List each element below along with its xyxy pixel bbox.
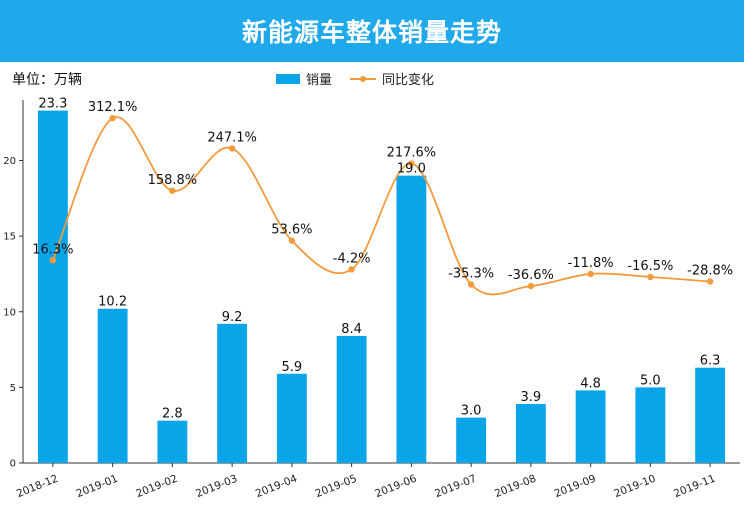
bar-value-label: 19.0 [397, 162, 426, 177]
x-tick-label: 2019-05 [314, 473, 359, 501]
yoy-value-label: 158.8% [148, 173, 198, 188]
bar-value-label: 6.3 [700, 354, 721, 369]
bar-2019-09 [575, 390, 606, 463]
bar-2019-11 [695, 367, 726, 463]
legend: 销量 同比变化 [276, 69, 452, 88]
legend-line-swatch [350, 75, 377, 82]
yoy-value-label: -16.5% [627, 259, 673, 274]
bar-value-label: 3.9 [521, 390, 542, 405]
yoy-point-2019-02 [169, 187, 176, 194]
bar-2019-06 [396, 175, 427, 463]
bar-2019-08 [515, 404, 546, 463]
yoy-point-2019-09 [587, 270, 594, 278]
bar-2019-01 [97, 308, 128, 463]
yoy-value-label: -36.6% [508, 268, 554, 283]
y-tick-label: 20 [3, 156, 16, 167]
yoy-point-2019-08 [527, 282, 535, 290]
yoy-value-label: -35.3% [448, 267, 494, 282]
sales-chart: 0 5 10 15 20 2018-12 2019-01 2019-02 2019-03 2019… [3, 97, 740, 501]
y-tick-label: 5 [10, 383, 16, 394]
yoy-point-2019-11 [706, 278, 714, 285]
yoy-value-label: 217.6% [387, 146, 437, 161]
x-tick-label: 2019-10 [612, 473, 657, 501]
yoy-point-2019-05 [348, 266, 355, 273]
bar-value-label: 9.2 [222, 310, 243, 325]
x-tick-label: 2019-04 [254, 473, 299, 501]
bar-value-label: 10.2 [98, 295, 127, 310]
unit-label: 单位：万辆 [12, 72, 82, 88]
legend-sales-label: 销量 [306, 73, 333, 88]
yoy-value-label: 312.1% [88, 100, 138, 115]
yoy-value-label: 53.6% [271, 223, 312, 238]
title-bar: 新能源车整体销量走势 [0, 0, 744, 62]
legend-item-yoy: 同比变化 [350, 69, 434, 88]
yoy-point-2019-04 [288, 237, 296, 244]
x-tick-label: 2019-03 [194, 473, 239, 501]
x-tick-label: 2019-02 [134, 473, 179, 501]
y-tick-label: 15 [3, 232, 16, 243]
bar-2019-07 [456, 417, 487, 463]
yoy-line [52, 116, 711, 296]
yoy-value-label: 16.3% [32, 242, 73, 257]
legend-yoy-label: 同比变化 [382, 73, 435, 88]
yoy-value-label: -11.8% [568, 256, 614, 271]
chart-title: 新能源车整体销量走势 [241, 18, 502, 47]
yoy-point-2019-07 [467, 281, 475, 288]
x-tick-label: 2019-08 [493, 473, 538, 501]
bar-value-label: 23.3 [38, 97, 67, 112]
yoy-value-label: -28.8% [687, 264, 733, 279]
bar-value-label: 3.0 [461, 404, 482, 419]
yoy-point-2018-12 [49, 257, 57, 264]
bar-value-label: 5.0 [640, 373, 661, 388]
bar-2019-05 [336, 335, 367, 463]
x-tick-label: 2019-11 [672, 473, 717, 501]
bar-value-label: 2.8 [162, 407, 183, 422]
bar-value-label: 4.8 [580, 376, 601, 391]
x-tick-label: 2019-01 [75, 473, 120, 501]
bar-2019-02 [157, 420, 188, 463]
yoy-value-label: -4.2% [333, 251, 371, 266]
x-tick-label: 2019-06 [373, 473, 418, 501]
y-tick-label: 10 [3, 307, 16, 318]
yoy-point-2019-10 [647, 273, 654, 281]
x-tick-label: 2019-07 [433, 473, 478, 501]
yoy-point-2019-03 [228, 145, 236, 152]
bar-2019-10 [635, 387, 666, 463]
bar-value-label: 8.4 [341, 322, 362, 337]
bar-value-label: 5.9 [282, 360, 303, 375]
yoy-point-2019-06 [408, 160, 415, 167]
bar-2018-12 [37, 110, 68, 464]
yoy-point-2019-01 [109, 114, 116, 122]
x-tick-label: 2019-09 [553, 473, 598, 501]
y-tick-label: 0 [10, 459, 16, 470]
bar-2019-04 [276, 373, 307, 463]
x-tick-label: 2018-12 [15, 473, 60, 501]
legend-item-sales: 销量 [276, 69, 332, 88]
legend-bar-swatch [276, 73, 300, 84]
yoy-value-label: 247.1% [207, 130, 257, 145]
bar-2019-03 [217, 323, 248, 463]
